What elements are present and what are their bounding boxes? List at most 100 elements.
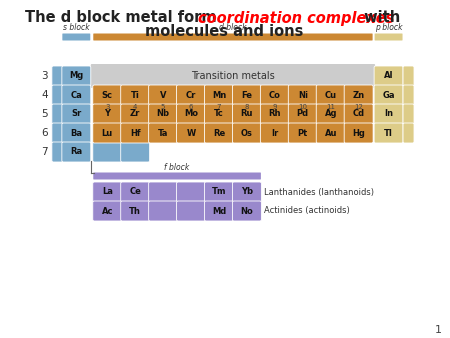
Text: Ce: Ce	[129, 188, 141, 196]
Text: Zr: Zr	[130, 110, 140, 119]
Text: 9: 9	[273, 104, 277, 110]
Text: Tl: Tl	[384, 128, 393, 138]
Text: Transition metals: Transition metals	[191, 71, 275, 81]
Text: Mn: Mn	[212, 91, 226, 99]
FancyBboxPatch shape	[176, 123, 206, 143]
FancyBboxPatch shape	[288, 85, 317, 105]
Text: Au: Au	[324, 128, 337, 138]
Text: Md: Md	[212, 207, 226, 216]
Text: Cr: Cr	[186, 91, 196, 99]
FancyBboxPatch shape	[374, 85, 403, 105]
FancyBboxPatch shape	[93, 104, 122, 124]
FancyBboxPatch shape	[403, 123, 414, 143]
Text: d block: d block	[219, 23, 247, 32]
Text: Ir: Ir	[271, 128, 279, 138]
FancyBboxPatch shape	[176, 182, 206, 202]
Text: No: No	[241, 207, 253, 216]
Text: Lu: Lu	[102, 128, 113, 138]
FancyBboxPatch shape	[261, 104, 289, 124]
FancyBboxPatch shape	[62, 66, 91, 86]
Text: Ca: Ca	[71, 91, 82, 99]
FancyBboxPatch shape	[233, 201, 261, 221]
Text: 11: 11	[326, 104, 335, 110]
FancyBboxPatch shape	[91, 64, 375, 88]
FancyBboxPatch shape	[121, 182, 150, 202]
FancyBboxPatch shape	[288, 104, 317, 124]
Text: 5: 5	[41, 109, 48, 119]
FancyBboxPatch shape	[62, 85, 91, 105]
Text: Yb: Yb	[241, 188, 253, 196]
FancyBboxPatch shape	[121, 85, 150, 105]
FancyBboxPatch shape	[148, 123, 178, 143]
Text: 10: 10	[298, 104, 307, 110]
Text: Re: Re	[213, 128, 225, 138]
Text: 4: 4	[41, 90, 48, 100]
FancyBboxPatch shape	[63, 33, 90, 41]
Text: In: In	[384, 110, 393, 119]
FancyBboxPatch shape	[52, 104, 63, 124]
Text: Actinides (actinoids): Actinides (actinoids)	[264, 207, 350, 216]
Text: Fe: Fe	[241, 91, 252, 99]
FancyBboxPatch shape	[316, 123, 345, 143]
Text: Ac: Ac	[102, 207, 113, 216]
Text: Cu: Cu	[324, 91, 337, 99]
Text: Pt: Pt	[297, 128, 308, 138]
Text: Lanthanides (lanthanoids): Lanthanides (lanthanoids)	[264, 188, 374, 196]
Text: with: with	[359, 10, 400, 25]
Text: Zn: Zn	[353, 91, 364, 99]
FancyBboxPatch shape	[344, 104, 373, 124]
FancyBboxPatch shape	[233, 85, 261, 105]
FancyBboxPatch shape	[204, 182, 234, 202]
Text: Ta: Ta	[158, 128, 168, 138]
Text: Os: Os	[241, 128, 253, 138]
Text: 8: 8	[245, 104, 249, 110]
Text: 7: 7	[217, 104, 221, 110]
Text: 3: 3	[105, 104, 109, 110]
FancyBboxPatch shape	[148, 85, 178, 105]
FancyBboxPatch shape	[233, 182, 261, 202]
FancyBboxPatch shape	[176, 201, 206, 221]
Text: Ra: Ra	[70, 147, 82, 156]
FancyBboxPatch shape	[121, 142, 150, 162]
FancyBboxPatch shape	[316, 104, 345, 124]
Text: 3: 3	[41, 71, 48, 81]
FancyBboxPatch shape	[288, 123, 317, 143]
FancyBboxPatch shape	[261, 85, 289, 105]
Text: Mo: Mo	[184, 110, 198, 119]
FancyBboxPatch shape	[403, 66, 414, 86]
Text: molecules and ions: molecules and ions	[145, 24, 304, 40]
FancyBboxPatch shape	[52, 123, 63, 143]
FancyBboxPatch shape	[204, 104, 234, 124]
Text: Nb: Nb	[157, 110, 170, 119]
Text: Ag: Ag	[324, 110, 337, 119]
FancyBboxPatch shape	[93, 182, 122, 202]
FancyBboxPatch shape	[52, 142, 63, 162]
FancyBboxPatch shape	[176, 104, 206, 124]
Text: 1: 1	[435, 325, 442, 335]
FancyBboxPatch shape	[204, 123, 234, 143]
FancyBboxPatch shape	[344, 85, 373, 105]
Text: Ti: Ti	[131, 91, 140, 99]
FancyBboxPatch shape	[121, 104, 150, 124]
FancyBboxPatch shape	[52, 85, 63, 105]
Text: V: V	[160, 91, 166, 99]
FancyBboxPatch shape	[374, 123, 403, 143]
Text: Ba: Ba	[70, 128, 82, 138]
FancyBboxPatch shape	[403, 85, 414, 105]
FancyBboxPatch shape	[176, 85, 206, 105]
FancyBboxPatch shape	[93, 85, 122, 105]
Text: Al: Al	[384, 72, 393, 80]
Text: 7: 7	[41, 147, 48, 157]
Text: Cd: Cd	[353, 110, 364, 119]
FancyBboxPatch shape	[93, 123, 122, 143]
FancyBboxPatch shape	[148, 104, 178, 124]
FancyBboxPatch shape	[52, 66, 63, 86]
Text: f block: f block	[164, 163, 190, 172]
Text: W: W	[186, 128, 196, 138]
Text: Tc: Tc	[214, 110, 224, 119]
Text: 6: 6	[41, 128, 48, 138]
Text: Rh: Rh	[269, 110, 281, 119]
FancyBboxPatch shape	[204, 85, 234, 105]
Text: Mg: Mg	[69, 72, 83, 80]
FancyBboxPatch shape	[344, 123, 373, 143]
